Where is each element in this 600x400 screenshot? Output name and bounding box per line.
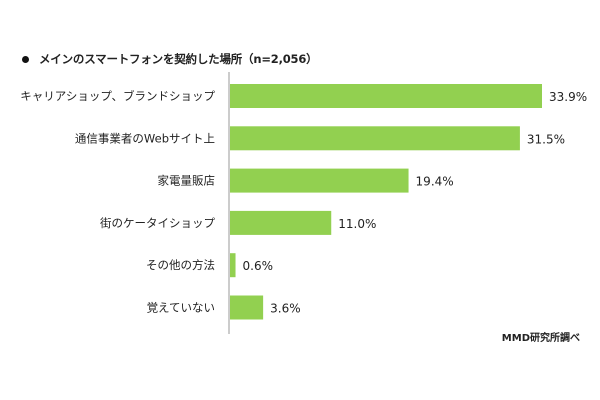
value-label: 33.9% [549,90,587,104]
category-label: 通信事業者のWebサイト上 [75,131,215,145]
category-label: キャリアショップ、ブランドショップ [20,89,215,103]
bar [230,210,332,235]
bar [230,295,264,320]
bullet-icon [22,55,29,63]
value-label: 3.6% [270,302,301,316]
value-label: 0.6% [243,259,274,273]
category-label: その他の方法 [146,258,215,272]
category-label: 街のケータイショップ [100,216,215,230]
category-label: 家電量販店 [158,174,216,188]
bar [230,168,409,193]
bar [230,126,520,151]
category-label: 覚えていない [147,301,215,315]
chart-title-row: メインのスマートフォンを契約した場所（n=2,056） [22,51,318,67]
source-credit: MMD研究所調べ [501,333,580,344]
value-label: 31.5% [527,132,565,146]
value-label: 19.4% [416,175,454,189]
bar [230,253,236,278]
bar [230,84,542,108]
value-label: 11.0% [338,217,376,231]
chart-title: メインのスマートフォンを契約した場所（n=2,056） [39,52,318,66]
